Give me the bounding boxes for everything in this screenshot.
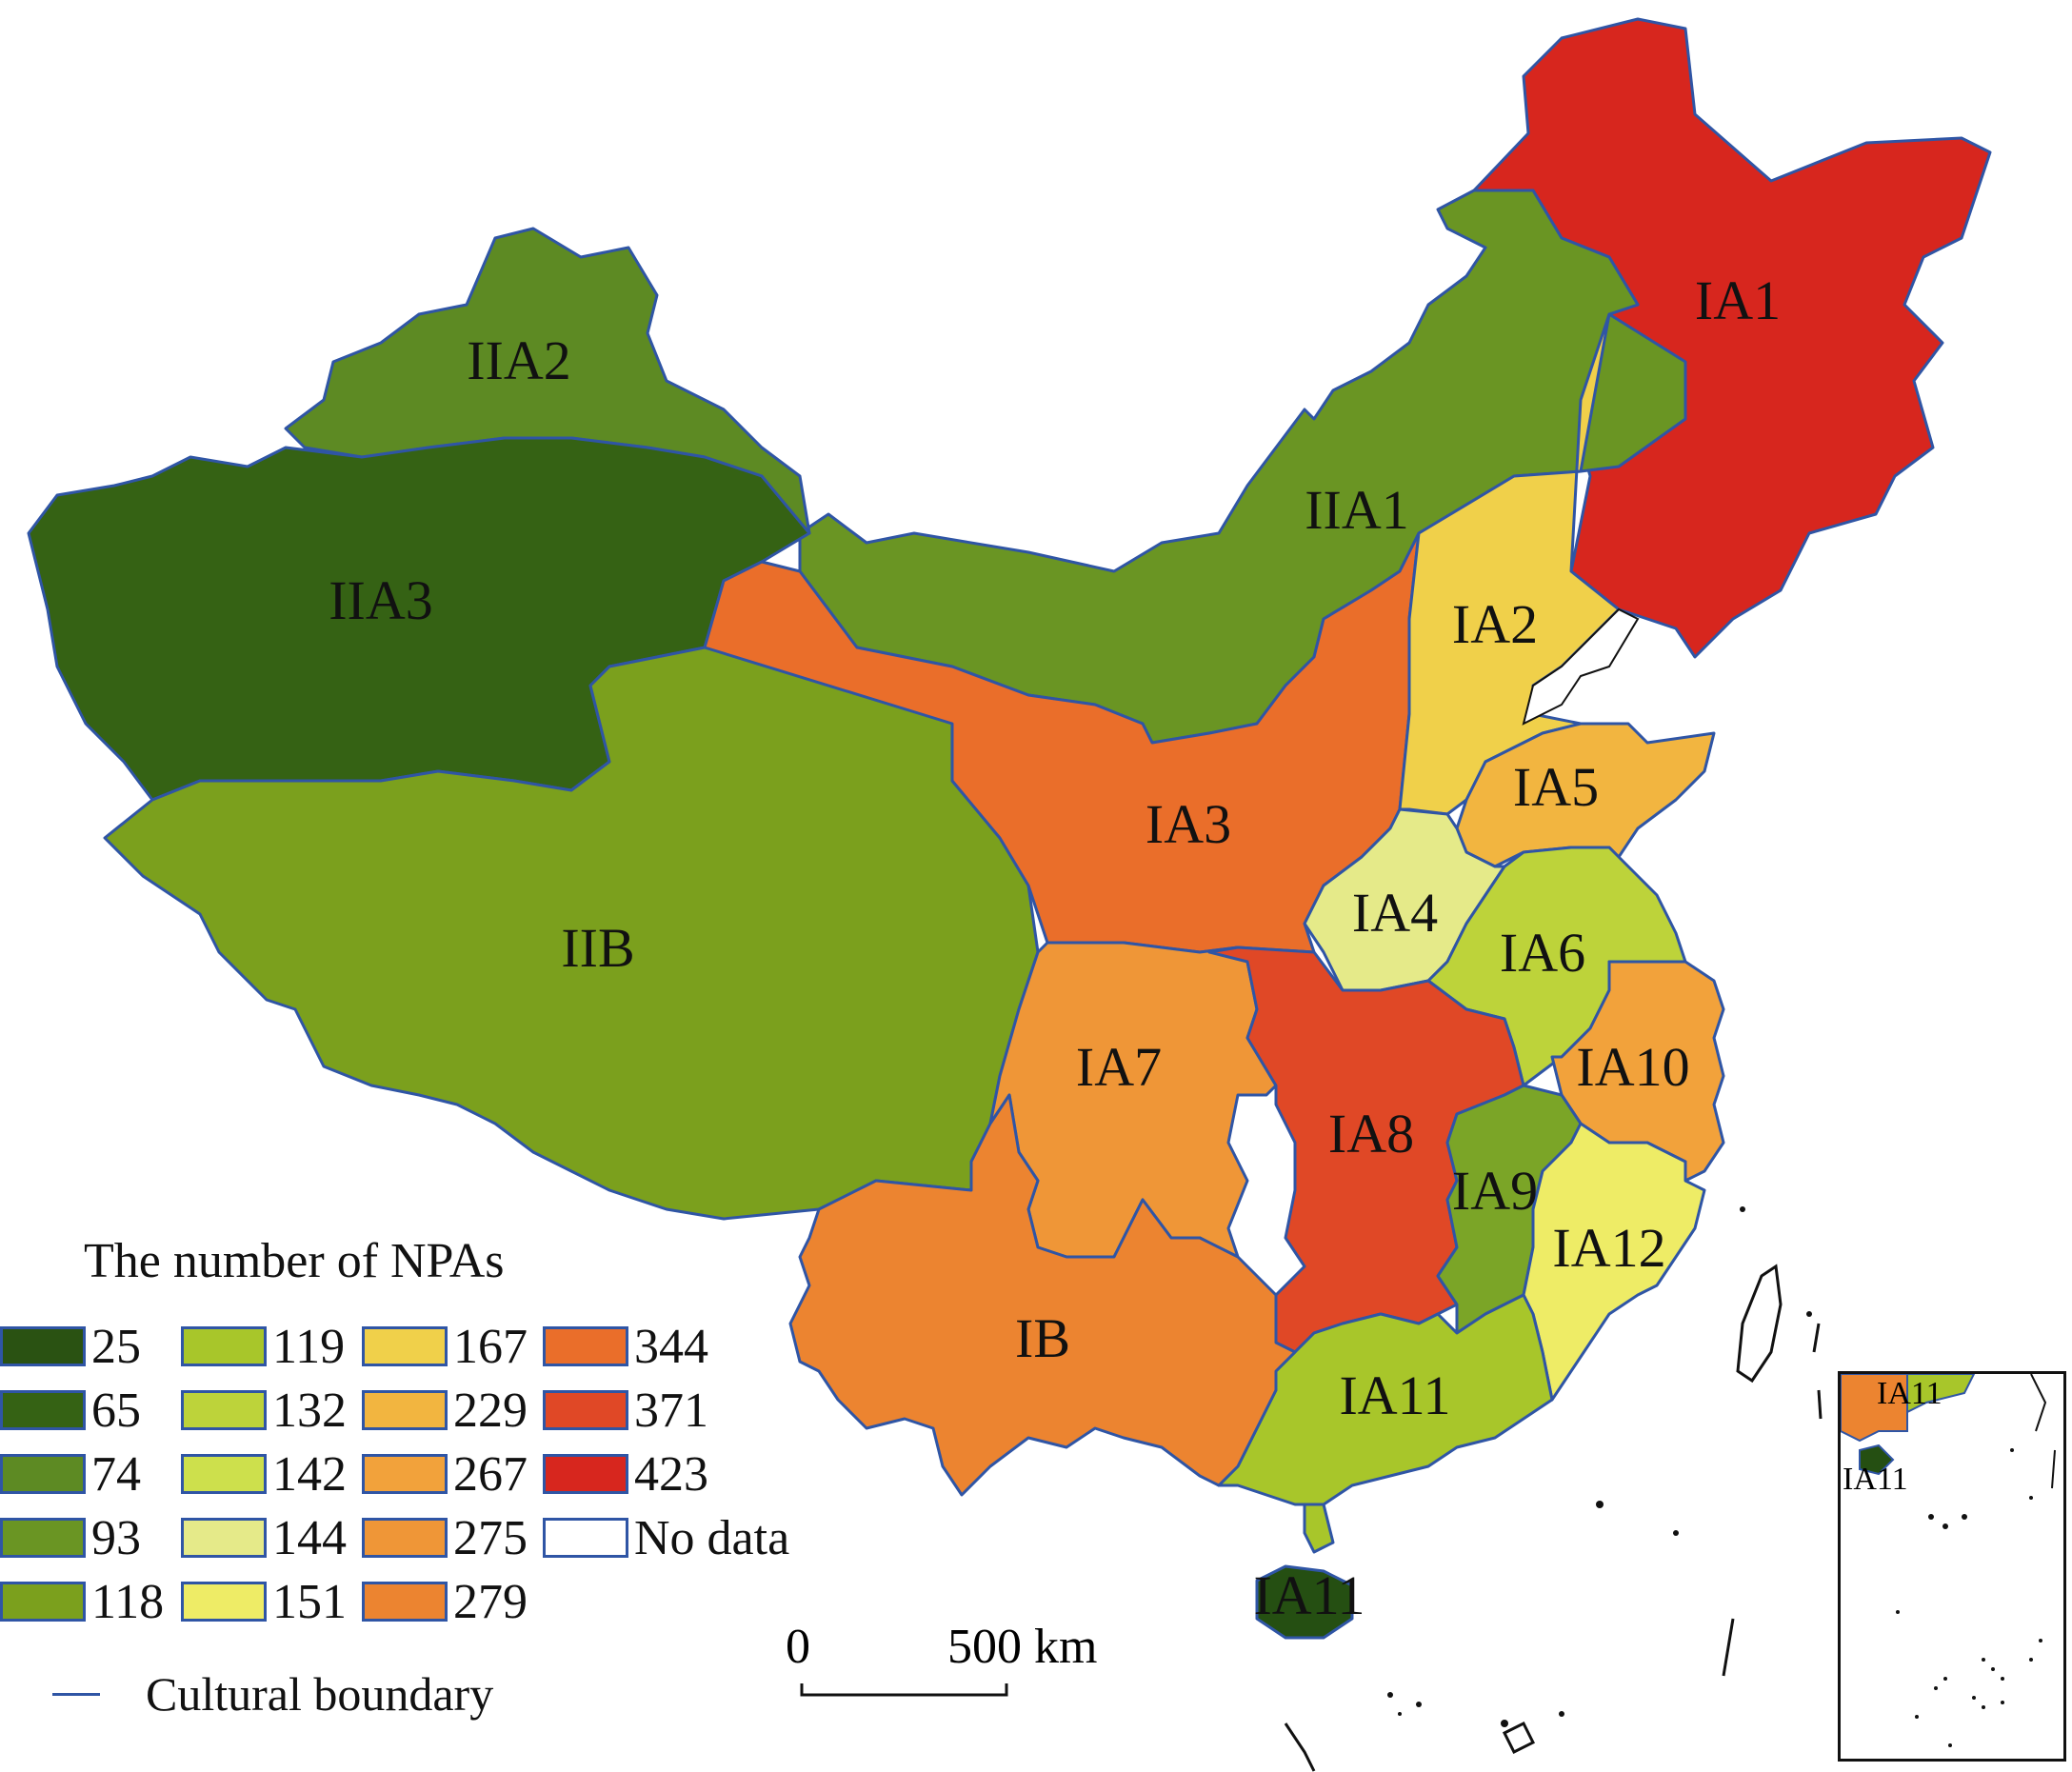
inset-label-ia11-hainan: IA11 (1843, 1462, 1908, 1497)
label-IIA2: IIA2 (467, 329, 571, 391)
region-IA7 (988, 941, 1278, 1259)
label-IA1: IA1 (1695, 269, 1781, 331)
region-IB (788, 1093, 1297, 1497)
legend-value: 151 (272, 1574, 347, 1629)
legend-swatch (543, 1518, 628, 1558)
label-IA2: IA2 (1452, 593, 1538, 655)
legend-swatch (181, 1454, 267, 1494)
legend-item: 65 (0, 1384, 141, 1438)
label-IA11: IA11 (1339, 1364, 1450, 1426)
legend-swatch (181, 1518, 267, 1558)
legend-value: 267 (453, 1446, 528, 1502)
legend-value: 279 (453, 1574, 528, 1629)
region-IA11-hainan (1255, 1564, 1354, 1640)
legend-value: 144 (272, 1510, 347, 1565)
boundary-label: Cultural boundary (146, 1667, 494, 1721)
region-IA11-coast (1303, 1503, 1335, 1554)
label-IA5: IA5 (1513, 756, 1599, 818)
legend-swatch (362, 1390, 448, 1430)
legend-item: 132 (181, 1384, 347, 1438)
legend-swatch (362, 1582, 448, 1622)
legend-item: 279 (362, 1575, 528, 1629)
legend-item: 93 (0, 1510, 141, 1565)
legend-item: 229 (362, 1384, 528, 1438)
legend-value: 142 (272, 1446, 347, 1502)
legend-item: 267 (362, 1447, 528, 1502)
cultural-boundary-key: Cultural boundary (52, 1666, 493, 1722)
label-IA4: IA4 (1352, 882, 1438, 944)
legend-value: 74 (91, 1446, 141, 1502)
scale-bar: 0 500 km (786, 1619, 1214, 1704)
legend-value: 118 (91, 1574, 165, 1629)
label-IA7: IA7 (1076, 1036, 1162, 1098)
legend-item: No data (543, 1510, 790, 1565)
label-IA8: IA8 (1328, 1103, 1414, 1165)
legend-value: 93 (91, 1510, 141, 1565)
legend-swatch (181, 1390, 267, 1430)
label-IA11-hainan: IA11 (1253, 1564, 1365, 1626)
legend-item: 151 (181, 1575, 347, 1629)
taiwan-outline (1736, 1264, 1783, 1384)
region-IA12 (1522, 1122, 1706, 1402)
scale-zero: 0 (786, 1620, 810, 1674)
legend-swatch (181, 1582, 267, 1622)
legend-swatch (0, 1326, 86, 1366)
legend-swatch (0, 1582, 86, 1622)
legend-swatch (543, 1390, 628, 1430)
legend-swatch (0, 1518, 86, 1558)
legend-value: 229 (453, 1383, 528, 1438)
south-china-sea-inset: IA11 IA11 (1838, 1371, 2066, 1762)
region-IA8 (1207, 946, 1525, 1354)
legend-item: 344 (543, 1320, 708, 1374)
legend-swatch (543, 1454, 628, 1494)
legend-item: 144 (181, 1510, 347, 1565)
label-IA6: IA6 (1500, 922, 1585, 984)
legend-value: 423 (634, 1446, 708, 1502)
label-IIA3: IIA3 (329, 569, 433, 631)
legend-swatch (543, 1326, 628, 1366)
legend-item: 371 (543, 1384, 708, 1438)
legend-value: No data (634, 1510, 790, 1565)
label-IA3: IA3 (1146, 793, 1231, 855)
legend-item: 74 (0, 1447, 141, 1502)
legend-swatch (0, 1390, 86, 1430)
legend-swatch (181, 1326, 267, 1366)
legend-value: 167 (453, 1319, 528, 1374)
legend-value: 65 (91, 1383, 141, 1438)
legend-value: 119 (272, 1319, 346, 1374)
legend-item: 118 (0, 1575, 164, 1629)
legend-value: 275 (453, 1510, 528, 1565)
label-IIA1: IIA1 (1305, 479, 1409, 541)
label-IA10: IA10 (1576, 1036, 1689, 1098)
islands (1387, 1206, 1812, 1727)
legend-value: 344 (634, 1319, 708, 1374)
legend-value: 132 (272, 1383, 347, 1438)
legend-item: 275 (362, 1510, 528, 1565)
legend-value: 25 (91, 1319, 141, 1374)
legend-title: The number of NPAs (84, 1234, 505, 1288)
legend-swatch (362, 1326, 448, 1366)
legend-item: 25 (0, 1320, 141, 1374)
legend-value: 371 (634, 1383, 708, 1438)
scale-distance: 500 km (947, 1620, 1098, 1674)
legend-swatch (362, 1518, 448, 1558)
legend-swatch (362, 1454, 448, 1494)
legend-item: 119 (181, 1320, 345, 1374)
legend: The number of NPAs 25 65 74 93 118 119 132 142 1… (0, 1233, 857, 1728)
legend-item: 167 (362, 1320, 528, 1374)
label-IB: IB (1015, 1307, 1070, 1369)
label-IA12: IA12 (1552, 1217, 1665, 1279)
legend-item: 142 (181, 1447, 347, 1502)
boundary-line-icon (52, 1692, 100, 1696)
legend-swatch (0, 1454, 86, 1494)
label-IIB: IIB (561, 917, 634, 979)
legend-item: 423 (543, 1447, 708, 1502)
inset-label-ia11-top: IA11 (1877, 1376, 1942, 1411)
label-IA9: IA9 (1452, 1160, 1538, 1222)
